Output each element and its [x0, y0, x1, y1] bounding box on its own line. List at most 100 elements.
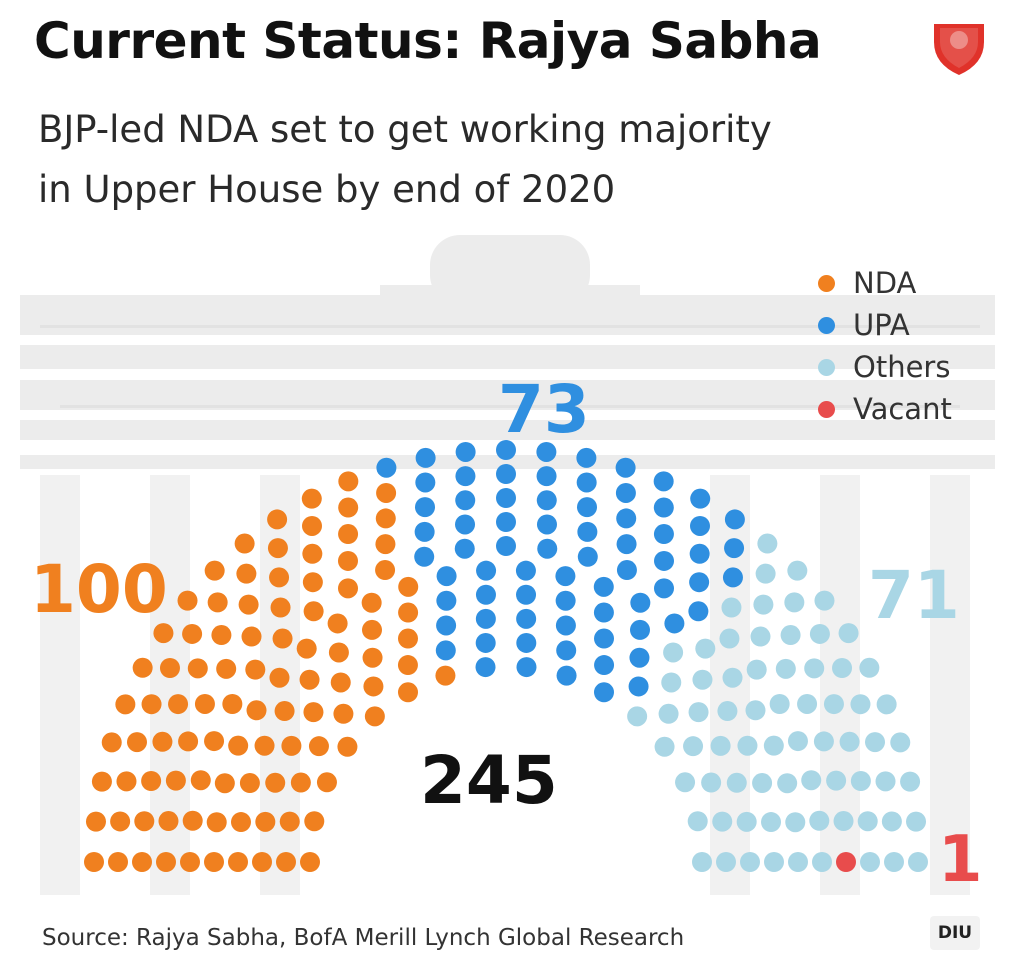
seat-upa — [616, 534, 637, 555]
seat-nda — [126, 732, 147, 753]
seat-upa — [516, 584, 537, 605]
seat-upa — [724, 538, 745, 559]
seat-nda — [397, 628, 418, 649]
seat-others — [710, 735, 731, 756]
seat-others — [719, 628, 740, 649]
seat-nda — [116, 771, 137, 792]
seat-others — [833, 811, 854, 832]
seat-upa — [555, 590, 576, 611]
legend-dot-nda — [818, 274, 835, 292]
seat-others — [761, 812, 782, 833]
seat-upa — [722, 567, 743, 588]
seat-others — [908, 852, 928, 872]
seat-nda — [338, 524, 359, 545]
seat-others — [881, 811, 902, 832]
seat-upa — [688, 601, 709, 622]
seat-nda — [398, 682, 418, 703]
seat-nda — [84, 852, 104, 872]
seat-nda — [152, 731, 173, 752]
seat-upa — [654, 550, 675, 571]
seat-others — [777, 773, 798, 794]
seat-others — [884, 852, 904, 872]
seat-upa — [475, 657, 496, 678]
others-count-label: 71 — [868, 557, 960, 634]
seat-nda — [302, 543, 323, 564]
seat-upa — [536, 441, 557, 462]
seat-nda — [362, 647, 383, 668]
seat-upa — [496, 536, 516, 556]
legend-label-upa: UPA — [853, 308, 910, 342]
seat-nda — [241, 626, 262, 647]
legend-label-others: Others — [853, 350, 951, 384]
seat-nda — [204, 852, 224, 872]
seat-nda — [245, 659, 266, 680]
seat-others — [753, 594, 774, 615]
seat-upa — [593, 576, 614, 597]
seat-upa — [516, 632, 537, 653]
seat-nda — [327, 613, 348, 634]
subtitle-line-1: BJP-led NDA set to get working majority — [38, 108, 772, 151]
seat-upa — [496, 488, 516, 508]
seat-nda — [134, 811, 155, 832]
seat-others — [814, 590, 835, 611]
seat-others — [850, 694, 871, 715]
seat-nda — [211, 625, 232, 646]
seat-upa — [690, 515, 710, 536]
seat-upa — [615, 457, 636, 478]
seat-others — [769, 694, 790, 714]
seat-others — [701, 772, 722, 793]
seat-others — [788, 852, 808, 872]
seat-nda — [238, 594, 259, 615]
seat-upa — [516, 657, 537, 678]
seat-nda — [330, 672, 351, 693]
seat-others — [906, 811, 927, 832]
seat-others — [865, 732, 886, 753]
seat-nda — [337, 550, 358, 571]
seat-nda — [265, 772, 286, 793]
seat-nda — [156, 852, 176, 872]
seat-upa — [376, 457, 397, 478]
seat-nda — [338, 578, 358, 599]
india-today-logo-icon — [934, 24, 984, 75]
legend-label-vacant: Vacant — [853, 392, 952, 426]
seat-upa — [664, 613, 685, 634]
seat-nda — [375, 560, 396, 581]
seat-others — [890, 732, 911, 753]
seat-others — [687, 811, 708, 832]
seat-upa — [515, 560, 536, 581]
seat-upa — [436, 615, 457, 636]
legend: NDA UPA Others Vacant — [818, 262, 952, 430]
seat-others — [717, 701, 738, 722]
seat-others — [716, 852, 736, 872]
seat-others — [775, 658, 796, 679]
seat-others — [763, 735, 784, 756]
diu-badge: DIU — [930, 916, 980, 950]
seat-nda — [187, 658, 208, 679]
seat-nda — [375, 508, 396, 529]
seat-upa — [654, 578, 674, 599]
seat-nda — [141, 771, 162, 791]
seat-nda — [435, 665, 456, 686]
seat-others — [654, 736, 675, 757]
seat-upa — [536, 490, 557, 511]
seat-others — [832, 658, 853, 678]
seat-nda — [194, 693, 215, 714]
seat-others — [875, 771, 896, 792]
seat-nda — [168, 694, 189, 715]
seat-nda — [228, 735, 249, 756]
seat-nda — [375, 534, 396, 555]
seat-upa — [536, 514, 557, 535]
seat-others — [692, 852, 712, 872]
seat-nda — [398, 602, 419, 623]
seat-upa — [724, 509, 745, 530]
seat-upa — [476, 560, 497, 581]
seat-upa — [689, 572, 710, 593]
legend-item-nda: NDA — [818, 262, 952, 304]
seat-others — [787, 560, 808, 581]
seat-upa — [555, 566, 576, 587]
seat-others — [850, 771, 871, 791]
seat-upa — [556, 640, 577, 661]
seat-upa — [630, 619, 650, 640]
legend-item-upa: UPA — [818, 304, 952, 346]
